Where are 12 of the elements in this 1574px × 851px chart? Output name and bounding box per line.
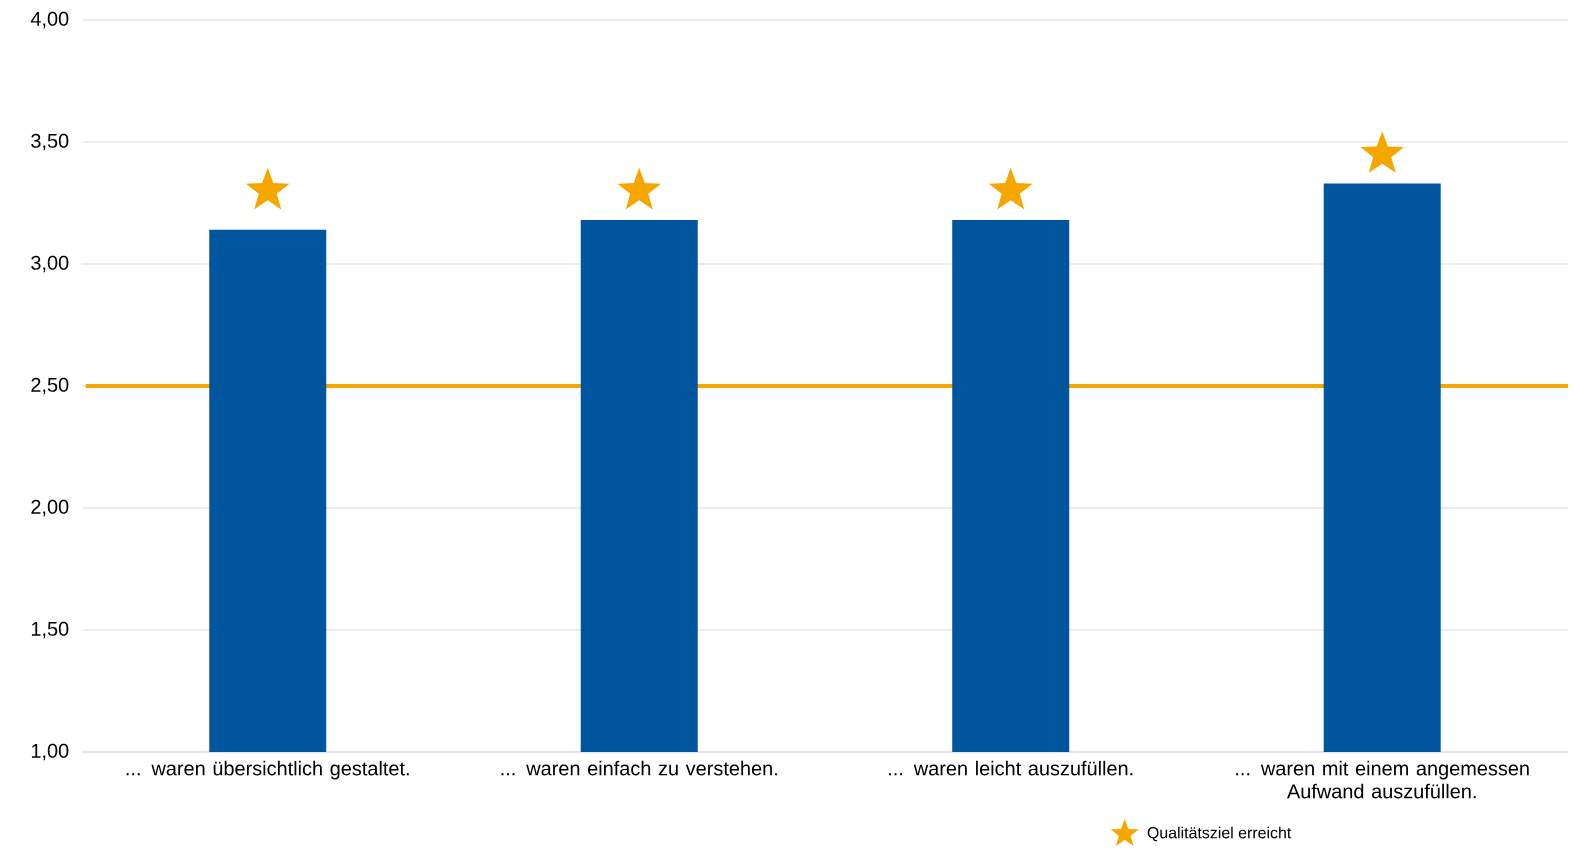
y-tick-label: 3,50 — [31, 133, 69, 151]
y-tick-label: 3,00 — [31, 255, 69, 273]
y-tick-label: 1,00 — [31, 743, 69, 761]
x-tick-label: ... waren übersichtlich gestaltet. — [126, 760, 409, 780]
x-tick-label: ... waren leicht auszufüllen. — [889, 760, 1133, 776]
y-tick-label: 1,50 — [31, 621, 69, 639]
x-tick-label: ... waren einfach zu verstehen. — [501, 760, 777, 776]
x-tick-label: ... waren mit einem angemessen Aufwand auszufüllen. — [1236, 760, 1529, 799]
y-tick-label: 2,00 — [31, 499, 69, 517]
y-tick-label: 2,50 — [31, 377, 69, 395]
legend-label: Qualitätsziel erreicht — [1147, 826, 1292, 842]
y-tick-label: 4,00 — [30, 11, 69, 29]
